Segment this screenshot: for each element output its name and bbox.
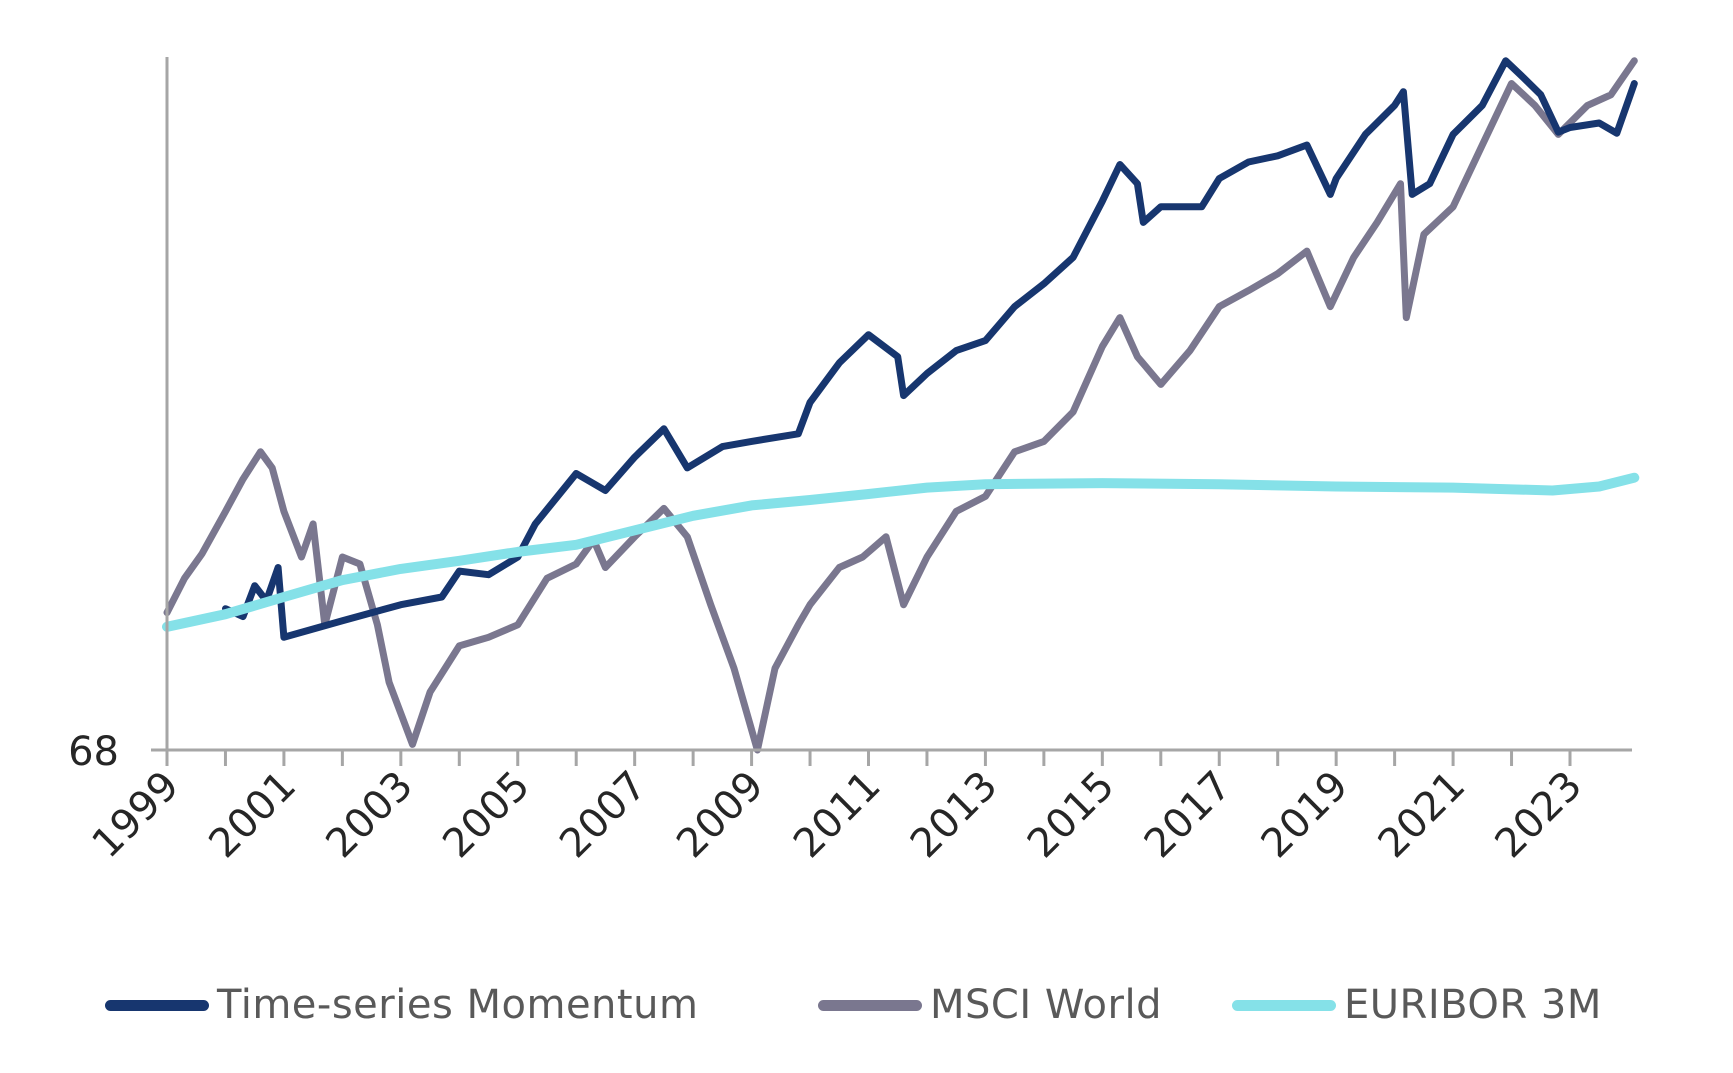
x-tick-label: 2011 [785,763,890,868]
x-tick-label: 2003 [317,763,422,868]
y-tick-label: 68 [68,729,119,775]
x-tick-label: 2005 [434,763,539,868]
x-tick-label: 2023 [1487,763,1592,868]
x-tick-label: 2017 [1136,763,1241,868]
legend: Time-series Momentum MSCI World EURIBOR … [0,975,1733,1035]
x-tick-label: 2007 [551,763,656,868]
series-line-msci-world [163,57,1638,754]
legend-item-euribor-3m: EURIBOR 3M [1232,975,1602,1035]
legend-swatch-msci-world [818,999,922,1011]
x-tick-label: 2009 [668,763,773,868]
legend-item-msci-world: MSCI World [818,975,1162,1035]
x-tick-label: 2013 [902,763,1007,868]
x-tick-label: 2015 [1019,763,1124,868]
x-tick-label: 1999 [84,763,189,868]
legend-label-euribor-3m: EURIBOR 3M [1344,982,1602,1028]
legend-label-msci-world: MSCI World [930,982,1162,1028]
x-tick-label: 2019 [1253,763,1358,868]
series-line-time-series-momentum [222,57,1638,641]
x-axis-ticks [165,750,1572,766]
legend-item-momentum: Time-series Momentum [105,975,698,1035]
legend-label-momentum: Time-series Momentum [217,982,699,1028]
chart-canvas: 1999 2001 2003 2005 2007 2009 2011 2013 2015 2017… [68,57,1640,868]
series-line-euribor-3m [162,472,1640,632]
x-tick-label: 2001 [200,763,305,868]
legend-swatch-momentum [105,999,209,1011]
x-tick-label: 2021 [1370,763,1475,868]
series-layer [162,57,1640,754]
legend-swatch-euribor-3m [1232,999,1336,1011]
